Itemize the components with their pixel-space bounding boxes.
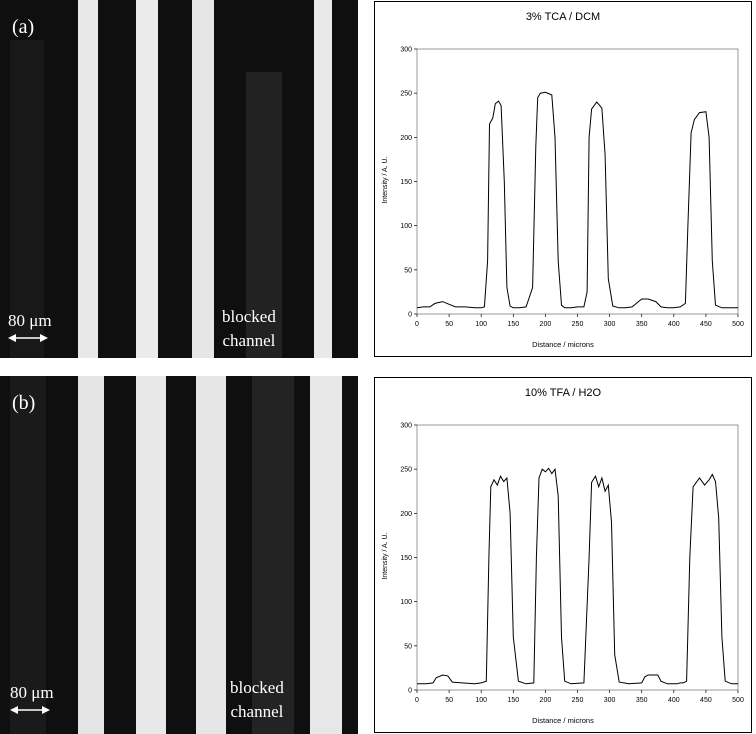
y-tick-label: 0 <box>408 688 412 695</box>
chart-a-svg: 3% TCA / DCM Intensity / A. U. Distance … <box>382 11 744 349</box>
blocked-label-line-1: blocked <box>222 307 276 326</box>
y-tick-label: 200 <box>400 135 412 142</box>
x-tick-label: 100 <box>475 697 487 704</box>
x-tick-label: 0 <box>415 697 419 704</box>
x-tick-label: 250 <box>572 697 584 704</box>
chart-b-title: 10% TFA / H2O <box>525 387 602 399</box>
micrograph-image-b <box>0 376 358 734</box>
micrograph-a: (a) 80 μm blocked channel <box>0 0 358 358</box>
chart-b-xlabel: Distance / microns <box>532 716 594 725</box>
y-tick-label: 100 <box>400 223 412 230</box>
micrograph-image-a <box>0 0 358 358</box>
x-tick-label: 500 <box>732 321 744 328</box>
x-tick-label: 500 <box>732 697 744 704</box>
x-tick-label: 100 <box>475 321 487 328</box>
chart-a-title: 3% TCA / DCM <box>526 11 600 23</box>
y-tick-label: 0 <box>408 312 412 319</box>
chart-a-ylabel: Intensity / A. U. <box>382 156 389 203</box>
x-tick-label: 250 <box>572 321 584 328</box>
panel-label-a: (a) <box>12 16 35 38</box>
y-tick-label: 150 <box>400 555 412 562</box>
x-tick-label: 150 <box>507 697 519 704</box>
y-tick-label: 300 <box>400 423 412 430</box>
x-tick-label: 400 <box>668 697 680 704</box>
y-tick-label: 200 <box>400 511 412 518</box>
scale-bar-a: 80 μm <box>8 311 52 343</box>
x-tick-label: 350 <box>636 697 648 704</box>
blocked-label-line-2: channel <box>230 702 284 721</box>
x-tick-label: 300 <box>604 321 616 328</box>
chart-a: 3% TCA / DCM Intensity / A. U. Distance … <box>374 1 752 357</box>
x-tick-label: 150 <box>507 321 519 328</box>
panel-label-b: (b) <box>12 392 36 414</box>
scale-bar-label-a: 80 μm <box>8 311 52 330</box>
x-tick-label: 450 <box>700 697 712 704</box>
scale-bar-label-b: 80 μm <box>10 683 54 702</box>
y-tick-label: 100 <box>400 599 412 606</box>
y-tick-label: 250 <box>400 467 412 474</box>
x-tick-label: 50 <box>445 697 453 704</box>
x-tick-label: 450 <box>700 321 712 328</box>
chart-b-ylabel: Intensity / A. U. <box>382 532 389 579</box>
micrograph-b: (b) 80 μm blocked channel <box>0 376 358 734</box>
chart-a-xlabel: Distance / microns <box>532 340 594 349</box>
y-tick-label: 300 <box>400 47 412 54</box>
double-arrow-icon <box>10 706 50 714</box>
chart-b-svg: 10% TFA / H2O Intensity / A. U. Distance… <box>382 387 744 725</box>
x-tick-label: 200 <box>540 321 552 328</box>
blocked-label-line-1: blocked <box>230 678 284 697</box>
x-tick-label: 0 <box>415 321 419 328</box>
x-tick-label: 50 <box>445 321 453 328</box>
series-line <box>417 467 738 685</box>
x-tick-label: 200 <box>540 697 552 704</box>
chart-b: 10% TFA / H2O Intensity / A. U. Distance… <box>374 377 752 733</box>
y-tick-label: 50 <box>404 267 412 274</box>
blocked-label-line-2: channel <box>222 331 276 350</box>
x-tick-label: 400 <box>668 321 680 328</box>
scale-bar-b: 80 μm <box>10 683 54 715</box>
blocked-channel-label-a: blocked channel <box>222 305 276 353</box>
x-tick-label: 350 <box>636 321 648 328</box>
y-tick-label: 250 <box>400 91 412 98</box>
y-tick-label: 50 <box>404 643 412 650</box>
y-tick-label: 150 <box>400 179 412 186</box>
series-line <box>416 91 738 309</box>
double-arrow-icon <box>8 334 48 342</box>
x-tick-label: 300 <box>604 697 616 704</box>
blocked-channel-label-b: blocked channel <box>230 676 284 724</box>
